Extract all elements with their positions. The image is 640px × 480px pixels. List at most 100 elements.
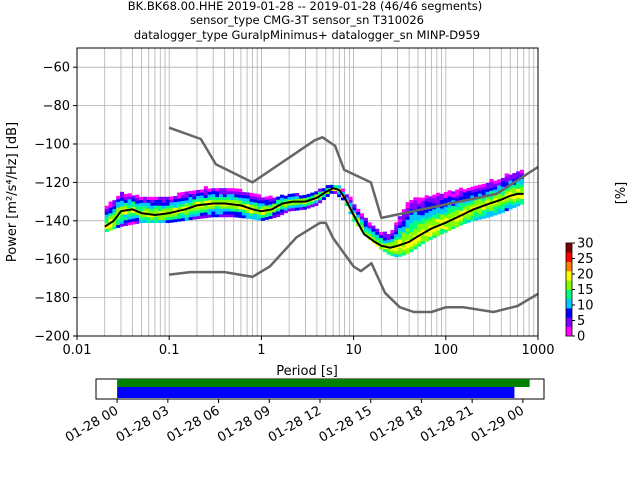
psd-cell (215, 205, 220, 209)
psd-cell (424, 198, 429, 202)
psd-cell (443, 229, 448, 233)
psd-cell (131, 218, 136, 222)
psd-cell (139, 214, 144, 218)
psd-cell (119, 214, 125, 219)
psd-cell (439, 225, 445, 229)
psd-cell (108, 227, 113, 231)
psd-cell (481, 209, 486, 213)
psd-cell (409, 208, 414, 212)
psd-cell (119, 211, 125, 216)
psd-cell (230, 214, 235, 218)
psd-cell (253, 202, 258, 206)
psd-cell (352, 210, 357, 214)
psd-cell (253, 216, 258, 220)
psd-cell (207, 191, 212, 195)
psd-cell (226, 188, 231, 192)
timeline-tick-label: 01-28 18 (367, 403, 425, 445)
psd-cell (428, 199, 433, 203)
psd-cell (234, 211, 239, 215)
psd-cell (215, 188, 220, 192)
psd-cell (363, 223, 368, 227)
psd-cell (451, 223, 456, 227)
psd-cell (310, 204, 315, 208)
psd-cell (485, 197, 490, 201)
psd-cell (230, 193, 235, 198)
psd-cell (401, 235, 406, 239)
psd-cell (500, 195, 505, 199)
psd-cell (417, 214, 422, 218)
psd-cell (401, 243, 406, 247)
psd-cell (226, 193, 231, 198)
psd-cell (177, 192, 182, 196)
psd-cell (306, 202, 311, 206)
psd-cell (158, 219, 163, 224)
psd-cell (177, 215, 182, 219)
psd-cell (245, 212, 250, 216)
psd-cell (485, 208, 490, 213)
psd-cell (184, 194, 189, 198)
psd-cell (238, 200, 243, 204)
psd-cell (348, 211, 353, 215)
psd-cell (443, 209, 448, 213)
y-tick-label: −200 (34, 330, 70, 345)
psd-cell (279, 197, 285, 201)
psd-cell (466, 216, 471, 220)
psd-cell (439, 231, 445, 235)
psd-cell (390, 250, 395, 254)
psd-cell (123, 193, 128, 198)
colorbar-swatch (566, 261, 572, 272)
psd-cell (458, 190, 464, 194)
psd-cell (211, 199, 216, 203)
psd-cell (500, 192, 505, 196)
psd-cell (344, 197, 349, 201)
psd-cell (516, 194, 521, 198)
psd-cell (481, 186, 486, 190)
psd-cell (447, 190, 452, 194)
psd-cell (264, 196, 269, 200)
psd-cell (417, 200, 422, 204)
psd-cell (142, 202, 147, 206)
psd-cell (177, 201, 182, 205)
psd-cell (390, 247, 395, 251)
psd-cell (439, 208, 445, 212)
psd-cell (119, 220, 125, 224)
psd-cell (112, 208, 117, 212)
psd-cell (142, 205, 147, 209)
psd-cell (173, 219, 178, 223)
psd-cell (443, 212, 448, 216)
psd-cell (424, 238, 429, 242)
psd-cell (428, 219, 433, 223)
psd-cell (508, 203, 513, 207)
psd-cell (458, 207, 464, 212)
psd-cell (382, 243, 387, 247)
psd-cell (287, 202, 292, 206)
psd-cell (417, 217, 422, 221)
psd-cell (192, 199, 197, 203)
psd-cell (375, 243, 380, 247)
psd-cell (230, 199, 235, 203)
psd-cell (436, 233, 441, 237)
psd-cell (413, 217, 418, 221)
psd-cell (424, 224, 429, 228)
psd-cell (161, 199, 166, 203)
psd-cell (504, 190, 509, 194)
psd-cell (199, 192, 205, 196)
x-tick-label: 100 (433, 343, 458, 358)
psd-cell (146, 216, 151, 221)
psd-cell (394, 236, 399, 240)
psd-cell (497, 208, 502, 212)
psd-cell (287, 193, 292, 198)
psd-cell (222, 193, 227, 198)
psd-cell (390, 253, 395, 257)
psd-cell (139, 217, 144, 221)
psd-cell (146, 214, 151, 218)
psd-cell (272, 197, 277, 201)
psd-cell (192, 210, 197, 214)
psd-cell (219, 208, 224, 212)
psd-cell (135, 200, 140, 204)
psd-cell (173, 198, 178, 203)
psd-cell (119, 223, 125, 227)
x-tick-label: 1000 (521, 343, 554, 358)
psd-cell (230, 196, 235, 200)
psd-cell (241, 215, 246, 219)
